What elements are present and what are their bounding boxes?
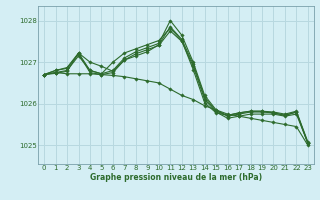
X-axis label: Graphe pression niveau de la mer (hPa): Graphe pression niveau de la mer (hPa) bbox=[90, 173, 262, 182]
